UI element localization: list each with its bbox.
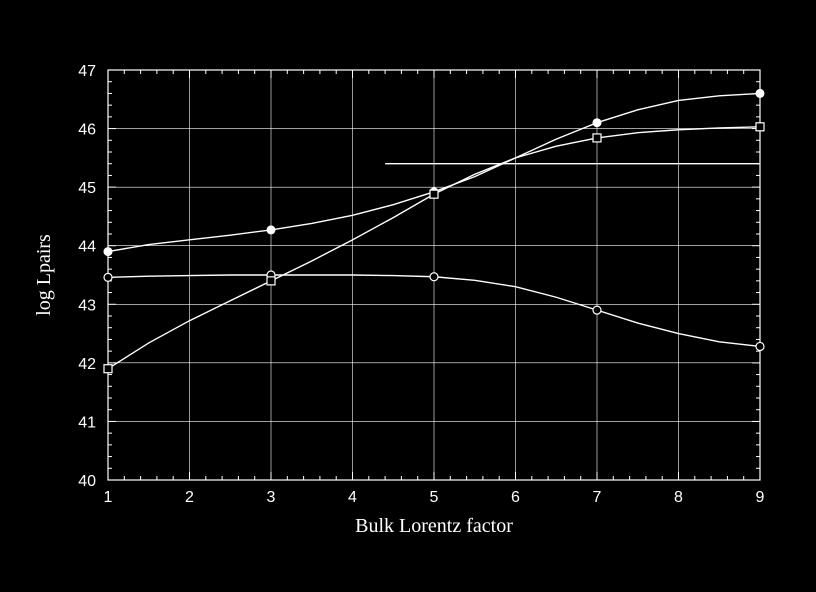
y-tick-label: 41: [78, 414, 96, 431]
x-tick-label: 7: [593, 489, 602, 506]
marker-circle-open: [593, 306, 601, 314]
y-tick-label: 44: [78, 239, 96, 256]
y-tick-label: 43: [78, 297, 96, 314]
y-tick-label: 40: [78, 473, 96, 490]
y-tick-label: 45: [78, 180, 96, 197]
x-tick-label: 6: [511, 489, 520, 506]
y-axis-label: log Lpairs: [33, 234, 55, 316]
x-axis-label: Bulk Lorentz factor: [355, 515, 513, 537]
marker-square-open: [267, 277, 275, 285]
marker-square-open: [593, 134, 601, 142]
marker-circle-open: [756, 342, 764, 350]
x-tick-label: 9: [756, 489, 765, 506]
y-tick-label: 46: [78, 122, 96, 139]
x-tick-label: 2: [185, 489, 194, 506]
marker-circle-filled: [104, 248, 112, 256]
x-tick-label: 4: [348, 489, 357, 506]
x-tick-label: 3: [267, 489, 276, 506]
marker-circle-filled: [756, 89, 764, 97]
marker-circle-open: [430, 273, 438, 281]
marker-square-open: [756, 123, 764, 131]
marker-circle-open: [104, 273, 112, 281]
marker-square-open: [104, 365, 112, 373]
marker-square-open: [430, 190, 438, 198]
marker-circle-filled: [593, 119, 601, 127]
x-tick-label: 1: [104, 489, 113, 506]
marker-circle-filled: [267, 226, 275, 234]
x-tick-label: 8: [674, 489, 683, 506]
y-tick-label: 42: [78, 356, 96, 373]
x-tick-label: 5: [430, 489, 439, 506]
y-tick-label: 47: [78, 63, 96, 80]
chart: 1234567894041424344454647Bulk Lorentz fa…: [0, 0, 816, 592]
